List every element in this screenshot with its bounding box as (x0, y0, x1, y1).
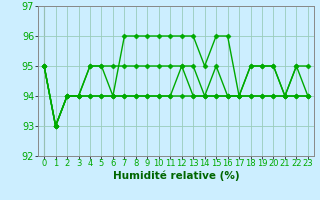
X-axis label: Humidité relative (%): Humidité relative (%) (113, 171, 239, 181)
